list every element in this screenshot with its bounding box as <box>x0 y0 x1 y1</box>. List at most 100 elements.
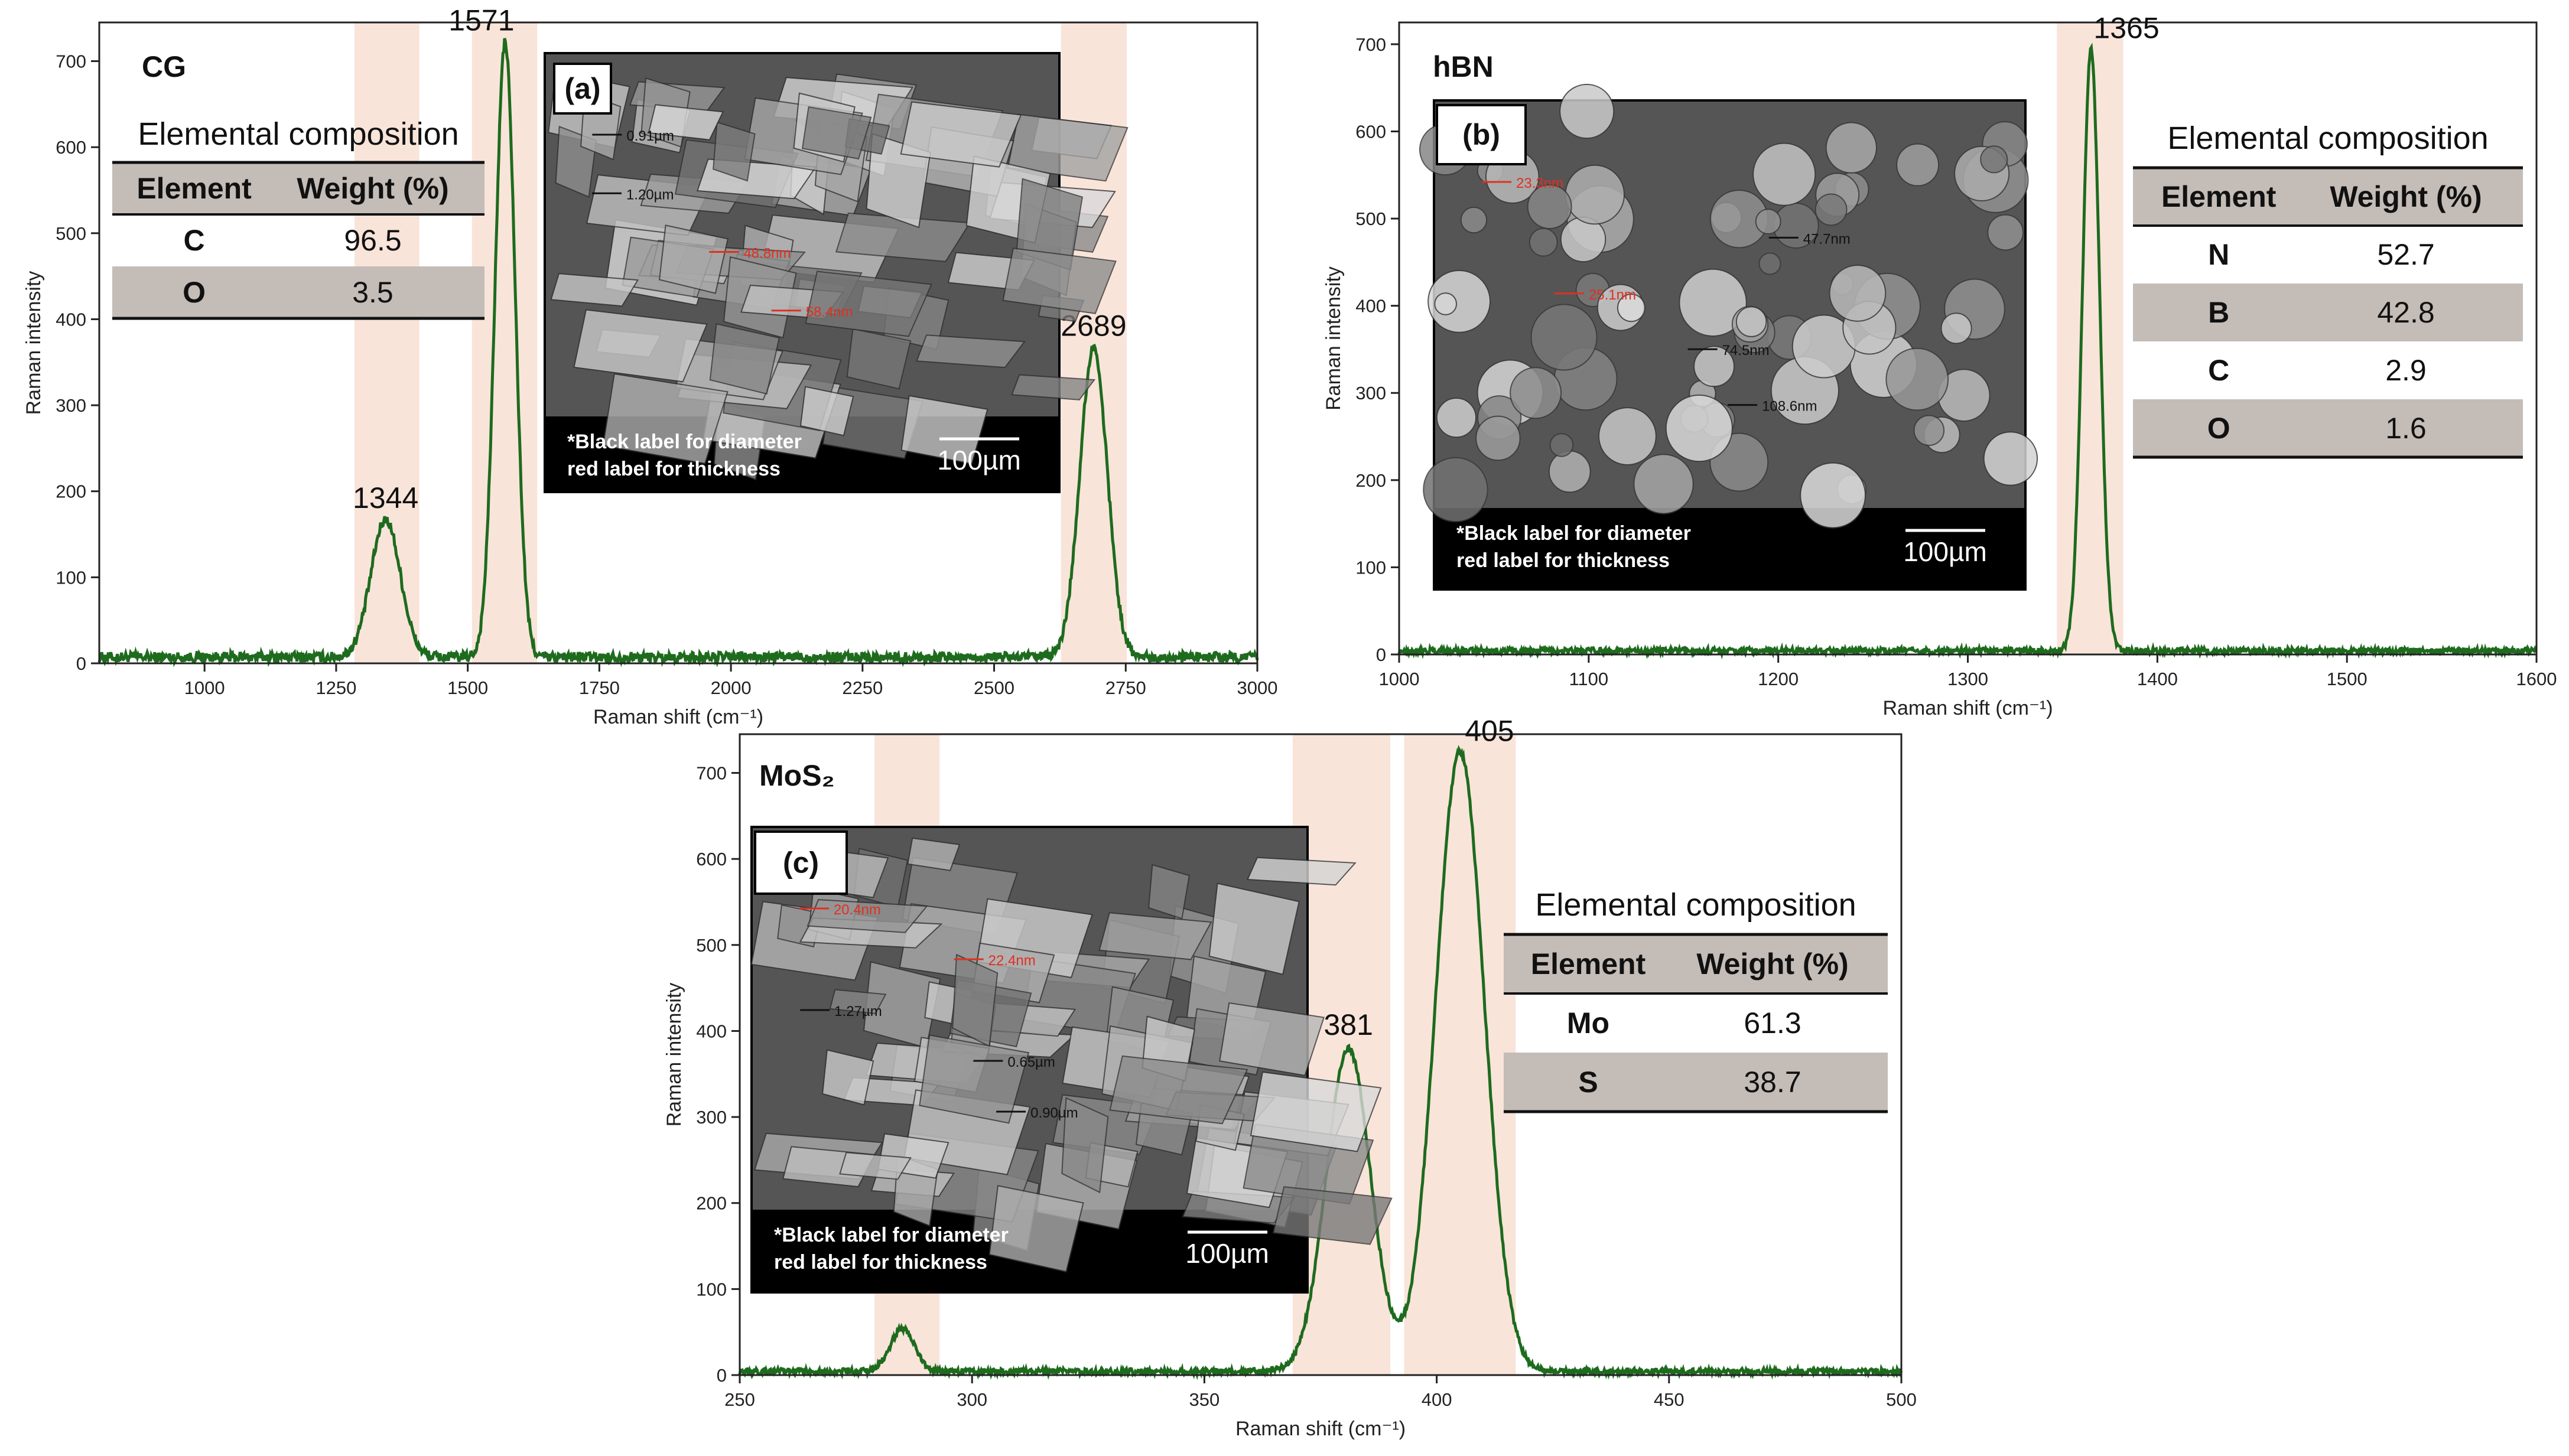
table-header-element: Element <box>2161 180 2277 213</box>
sem-measurement-label: 1.20µm <box>626 187 674 203</box>
sem-particle <box>1475 415 1521 461</box>
sem-measurement-label: 22.4nm <box>988 953 1036 969</box>
sem-particle <box>1549 433 1574 457</box>
material-label: CG <box>142 50 186 83</box>
sem-inset: 23.3nm 47.7nm 25.1nm 74.5nm 108.6nm *Black la… <box>1419 83 2038 591</box>
x-tick-label: 300 <box>957 1389 987 1410</box>
sem-flake <box>807 899 928 933</box>
panel-label-box <box>1436 104 1527 165</box>
sem-particle <box>1530 304 1598 371</box>
material-label: MoS₂ <box>759 759 835 792</box>
highlight-band <box>355 22 420 663</box>
y-tick-label: 200 <box>56 481 86 502</box>
sem-particle <box>1980 145 2008 174</box>
y-axis-label: Raman intensity <box>1322 266 1345 411</box>
x-tick-label: 2750 <box>1105 677 1146 698</box>
y-tick-label: 600 <box>56 137 86 158</box>
sem-note-line2: red label for thickness <box>774 1251 987 1273</box>
sem-flake <box>573 309 708 383</box>
x-tick-label: 1100 <box>1569 669 1608 689</box>
sem-flake <box>801 106 872 160</box>
panel-label: (b) <box>1462 118 1500 151</box>
sem-note-line2: red label for thickness <box>1456 549 1670 572</box>
y-tick-label: 200 <box>696 1193 727 1214</box>
chart-panel-a: 1000 1250 1500 1750 2000 2250 2500 2750 3000 0 100… <box>22 4 1277 728</box>
sem-flake <box>1219 1002 1325 1076</box>
composition-title: Elemental composition <box>138 116 458 152</box>
y-tick-label: 400 <box>56 309 86 330</box>
x-tick-label: 500 <box>1886 1389 1917 1410</box>
composition-title: Elemental composition <box>1535 887 1856 923</box>
sem-particle <box>1529 227 1558 257</box>
sem-particle <box>1559 83 1615 139</box>
sem-measurement-label: 74.5nm <box>1722 343 1770 359</box>
table-header-weight: Weight (%) <box>2330 180 2482 213</box>
table-row-band <box>2133 284 2523 341</box>
y-tick-label: 500 <box>696 935 727 956</box>
sem-particle <box>1752 142 1816 206</box>
highlight-band <box>471 22 538 663</box>
y-tick-label: 300 <box>56 395 86 416</box>
x-tick-label: 250 <box>724 1389 755 1410</box>
sem-flake <box>829 989 887 1015</box>
table-cell-element: O <box>2207 412 2230 445</box>
table-cell-weight: 3.5 <box>352 276 394 309</box>
sem-flake <box>805 271 932 337</box>
table-header-weight: Weight (%) <box>1696 947 1848 981</box>
scale-bar-label: 100µm <box>937 445 1021 475</box>
y-tick-label: 700 <box>56 51 86 72</box>
sem-flake <box>658 224 729 294</box>
table-cell-weight: 38.7 <box>1744 1066 1801 1099</box>
sem-flake <box>1208 882 1300 975</box>
peak-label: 1365 <box>2093 12 2159 45</box>
y-tick-label: 0 <box>1376 644 1386 665</box>
sem-flake <box>799 386 854 437</box>
sem-flake <box>1148 864 1191 920</box>
table-cell-weight: 42.8 <box>2377 296 2434 329</box>
table-row-band <box>112 266 484 318</box>
sem-flake <box>1098 912 1212 960</box>
y-tick-label: 700 <box>696 763 727 784</box>
x-axis-label: Raman shift (cm⁻¹) <box>1235 1418 1406 1440</box>
x-tick-label: 400 <box>1422 1389 1452 1410</box>
sem-measurement-label: 25.1nm <box>1589 287 1636 303</box>
y-axis-label: Raman intensity <box>663 983 685 1127</box>
sem-measurement-label: 1.27µm <box>834 1004 882 1019</box>
y-tick-label: 100 <box>56 567 86 588</box>
sem-measurement-label: 0.65µm <box>1007 1054 1055 1070</box>
sem-particle <box>1758 252 1781 275</box>
peak-label: 405 <box>1465 714 1514 747</box>
sem-particle <box>1896 143 1940 187</box>
spectrum-line <box>1397 43 2537 660</box>
sem-flake <box>846 328 912 390</box>
sem-measurement-label: 0.90µm <box>1030 1105 1078 1121</box>
table-row-band <box>2133 399 2523 457</box>
table-cell-element: S <box>1578 1066 1598 1099</box>
sem-measurement-label: 48.8nm <box>743 246 791 262</box>
x-tick-label: 1300 <box>1947 669 1988 689</box>
sem-flake <box>988 1185 1084 1273</box>
highlight-band <box>1404 734 1516 1375</box>
sem-flake <box>1011 374 1096 400</box>
sem-measurement-label: 0.91µm <box>626 128 674 144</box>
table-cell-weight: 1.6 <box>2385 412 2427 445</box>
table-cell-weight: 52.7 <box>2377 238 2434 271</box>
sem-flake <box>919 1034 1030 1124</box>
y-tick-label: 600 <box>1355 121 1386 142</box>
sem-particle <box>1548 450 1591 493</box>
x-axis-label: Raman shift (cm⁻¹) <box>1882 697 2053 719</box>
x-tick-label: 350 <box>1189 1389 1220 1410</box>
table-row-band <box>1504 934 1888 994</box>
y-tick-label: 100 <box>696 1279 727 1299</box>
x-tick-label: 2000 <box>711 677 752 698</box>
sem-flake <box>835 212 971 262</box>
peak-label: 1344 <box>353 481 418 514</box>
sem-flake <box>900 101 1022 168</box>
panel-label-box <box>553 63 612 115</box>
spectrum-line <box>97 38 1259 667</box>
sem-flake <box>1002 247 1117 314</box>
sem-flake <box>821 1049 874 1106</box>
sem-particle <box>1427 269 1491 333</box>
table-cell-element: C <box>2208 354 2229 387</box>
y-tick-label: 200 <box>1355 470 1386 491</box>
